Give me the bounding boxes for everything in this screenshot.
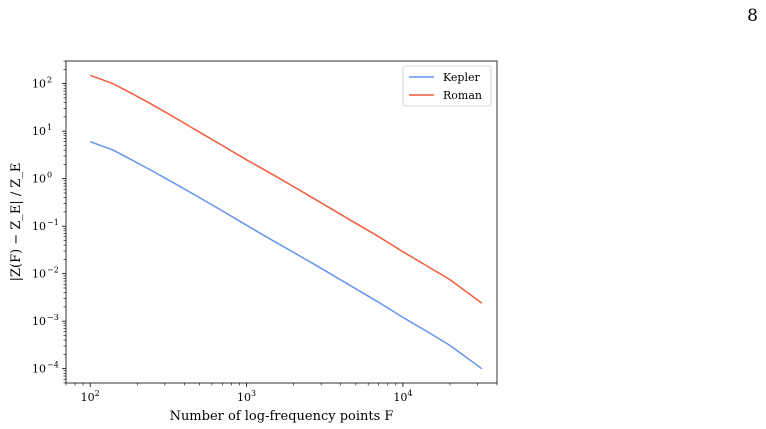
x-tick-label: 104: [393, 389, 412, 404]
y-tick-label: 10−3: [32, 313, 59, 328]
y-axis-label: |Z(F) − Z_E| / Z_E: [9, 163, 24, 282]
axes: 102 103 104 10−4 10−3 10−2 10−1 100 101 102: [32, 60, 498, 404]
x-axis-label: Number of log-frequency points F: [170, 409, 394, 424]
y-tick-label: 10−1: [32, 218, 59, 233]
legend-label-kepler: Kepler: [443, 71, 481, 84]
y-tick-label: 10−4: [32, 361, 59, 376]
x-tick-label: 103: [237, 389, 256, 404]
legend-label-roman: Roman: [443, 89, 482, 102]
y-tick-label: 10−2: [32, 266, 59, 281]
series-lines: [89, 74, 483, 370]
legend-box: [402, 65, 492, 107]
page-number: 8: [747, 6, 758, 26]
series-line-roman: [89, 74, 483, 304]
y-tick-label: 100: [32, 171, 52, 186]
y-tick-label: 102: [32, 76, 52, 91]
series-line-kepler: [89, 140, 483, 370]
y-tick-label: 101: [32, 123, 52, 138]
plot-frame: [65, 60, 498, 384]
x-tick-label: 102: [81, 389, 100, 404]
legend: Kepler Roman: [402, 65, 492, 107]
